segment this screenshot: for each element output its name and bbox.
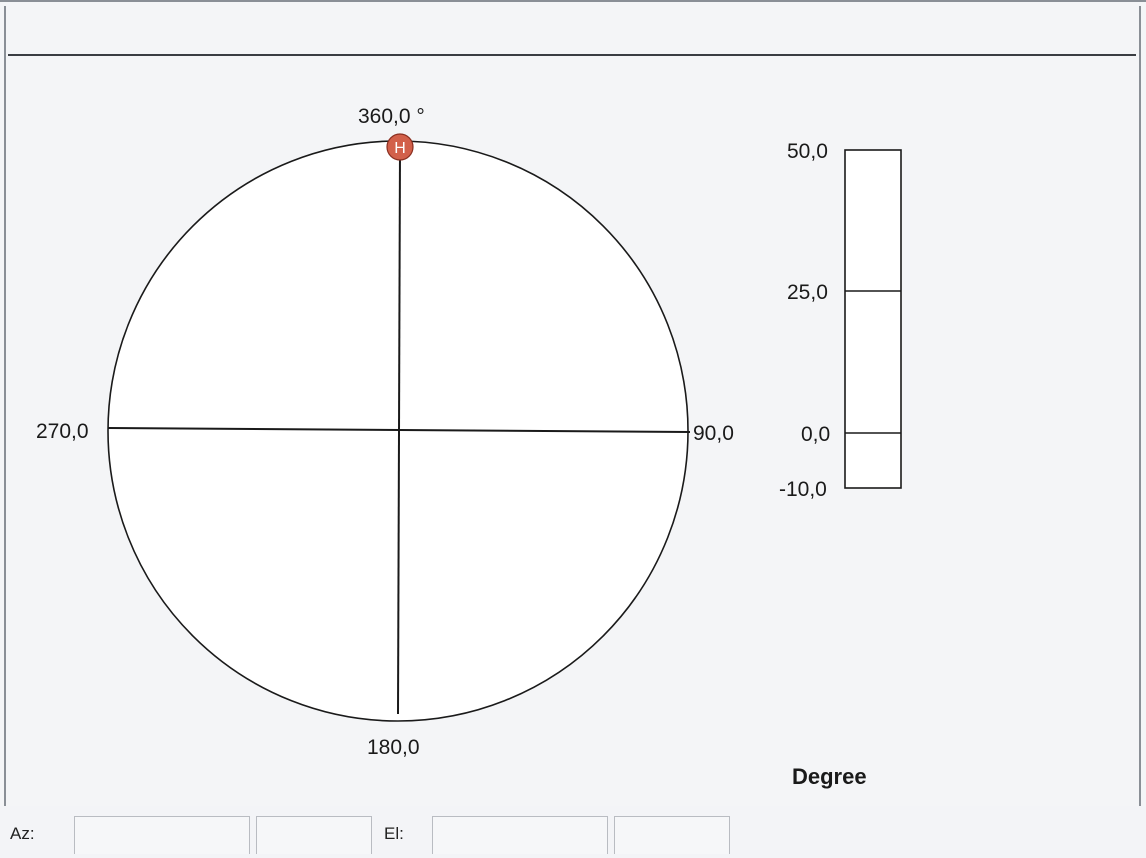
heading-marker-label: H: [394, 140, 406, 157]
azimuth-secondary-field: [256, 816, 372, 854]
window-left-border: [4, 6, 9, 806]
window-top-border: [0, 0, 1146, 6]
window-right-border: [1136, 6, 1141, 806]
elevation-unit-label: Degree: [792, 764, 867, 789]
elevation-label: El:: [384, 824, 404, 843]
elevation-tick-minus10: -10,0: [779, 478, 827, 501]
elevation-scale: 50,0 25,0 0,0 -10,0: [779, 140, 902, 501]
west-label: 270,0: [36, 420, 89, 443]
north-south-axis: [397, 149, 401, 715]
header-divider: [8, 54, 1136, 56]
elevation-value-field: [432, 816, 608, 854]
elevation-tick-0: 0,0: [801, 423, 830, 446]
elevation-bar: [844, 149, 902, 489]
elevation-tick-50: 50,0: [787, 140, 828, 163]
south-label: 180,0: [367, 736, 420, 759]
east-label: 90,0: [693, 422, 734, 445]
heading-marker-dot[interactable]: [386, 133, 414, 161]
elevation-secondary-field: [614, 816, 730, 854]
north-label: 360,0 °: [358, 105, 425, 128]
elevation-tick-25: 25,0: [787, 281, 828, 304]
west-east-axis: [107, 427, 691, 433]
azimuth-value-field: [74, 816, 250, 854]
azimuth-label: Az:: [10, 824, 35, 843]
azimuth-compass: 360,0 ° 90,0 180,0 270,0 H: [36, 105, 734, 759]
heading-marker[interactable]: H: [386, 133, 414, 161]
